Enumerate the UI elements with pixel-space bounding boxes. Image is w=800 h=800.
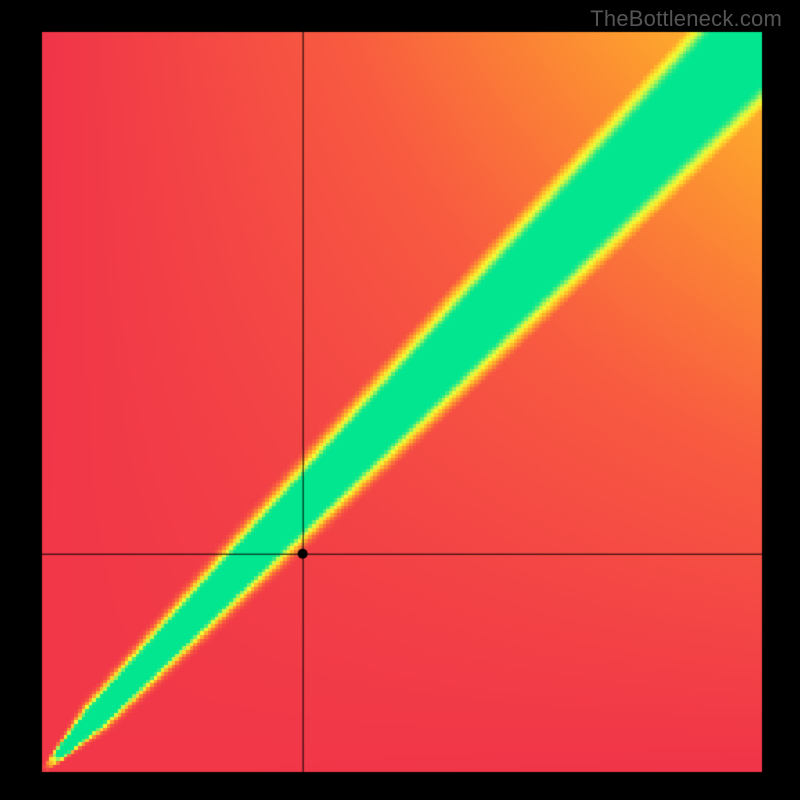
bottleneck-heatmap xyxy=(0,0,800,800)
chart-container: TheBottleneck.com xyxy=(0,0,800,800)
watermark-text: TheBottleneck.com xyxy=(590,6,782,32)
